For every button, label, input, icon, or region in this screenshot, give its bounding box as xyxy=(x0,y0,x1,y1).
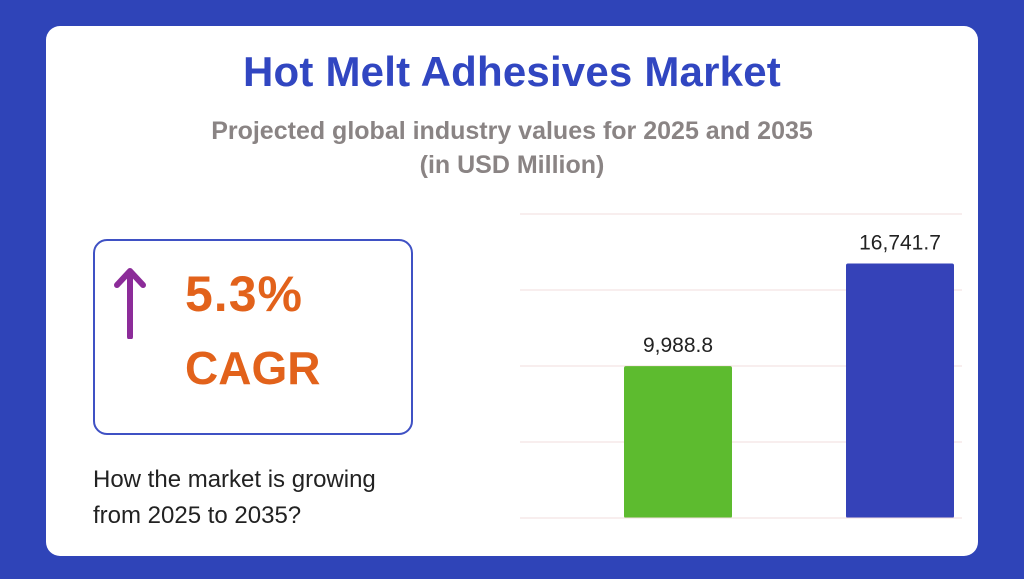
question-line-2: from 2025 to 2035? xyxy=(93,502,302,529)
bar-2035 xyxy=(846,263,954,518)
question-line-1: How the market is growing xyxy=(93,466,376,493)
page-title: Hot Melt Adhesives Market xyxy=(243,48,781,95)
data-label-2025: 9,988.8 xyxy=(643,334,713,357)
cagr-box: 5.3% CAGR xyxy=(93,239,413,435)
growth-question: How the market is growing from 2025 to 2… xyxy=(93,462,453,534)
x-tick-label-2025: 2025 xyxy=(655,534,702,536)
page-subtitle: Projected global industry values for 202… xyxy=(46,114,978,182)
arrow-up-icon xyxy=(114,268,146,339)
subtitle-line-1: Projected global industry values for 202… xyxy=(211,117,813,145)
subtitle-line-2: (in USD Million) xyxy=(419,151,605,179)
bar-chart: 9,988.8 2025 16,741.7 2035 xyxy=(520,213,962,536)
cagr-label: CAGR xyxy=(185,342,321,394)
x-tick-label-2035: 2035 xyxy=(877,534,924,536)
infographic-card: Hot Melt Adhesives Market Projected glob… xyxy=(46,26,978,556)
data-label-2035: 16,741.7 xyxy=(859,232,941,255)
cagr-value: 5.3% xyxy=(185,266,303,322)
bar-2025 xyxy=(624,366,732,518)
